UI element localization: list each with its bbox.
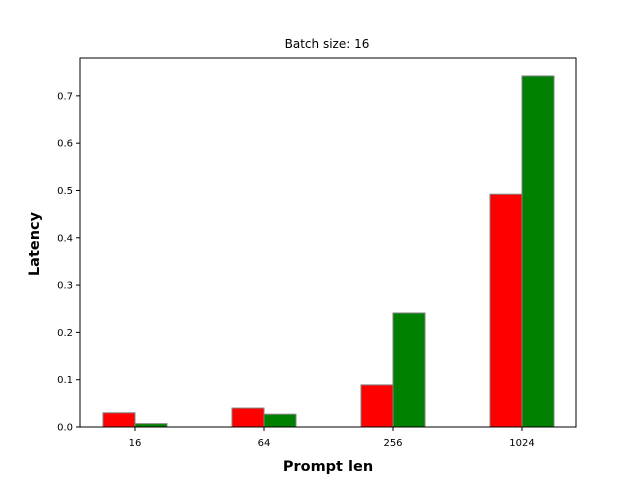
- x-axis: 16 64 256 1024: [129, 427, 535, 449]
- y-tick-label: 0.5: [57, 186, 73, 197]
- y-tick-label: 0.6: [57, 139, 73, 150]
- x-tick-label: 64: [258, 438, 271, 449]
- x-tick-label: 1024: [509, 438, 534, 449]
- x-tick-label: 256: [383, 438, 402, 449]
- y-axis-title: Latency: [27, 211, 43, 276]
- y-axis: 0.0 0.1 0.2 0.3 0.4 0.5 0.6 0.7: [57, 91, 80, 434]
- chart-title: Batch size: 16: [285, 37, 370, 51]
- y-tick-label: 0.1: [57, 375, 73, 386]
- y-tick-label: 0.4: [57, 233, 73, 244]
- plot-area-frame: [79, 57, 577, 428]
- y-tick-label: 0.7: [57, 91, 73, 102]
- bar-series-1: [360, 384, 394, 428]
- x-axis-title: Prompt len: [283, 459, 373, 475]
- y-tick-label: 0.2: [57, 328, 73, 339]
- y-tick-label: 0.3: [57, 281, 73, 292]
- x-tick-label: 16: [129, 438, 142, 449]
- bar-series-1: [231, 407, 265, 428]
- bar-series-2: [263, 413, 297, 428]
- bar-series-2: [521, 75, 555, 428]
- bar-series-1: [102, 412, 136, 428]
- bar-series-group: [102, 75, 555, 428]
- bar-series-2: [392, 312, 426, 428]
- bar-series-1: [489, 193, 523, 428]
- y-tick-label: 0.0: [57, 423, 73, 434]
